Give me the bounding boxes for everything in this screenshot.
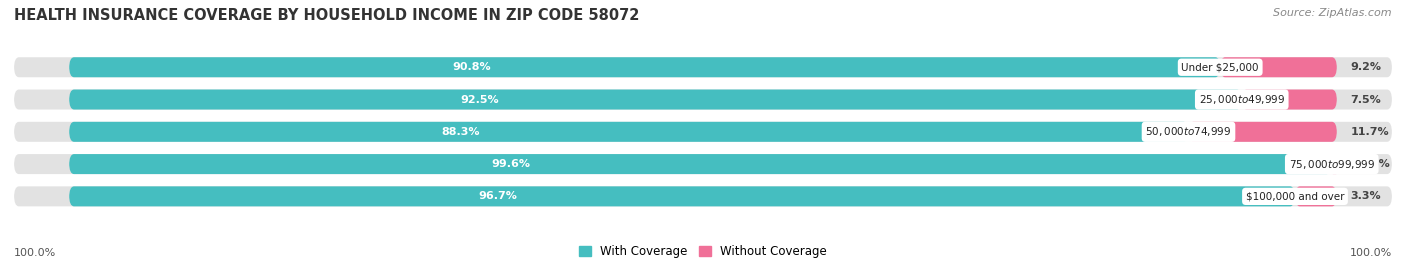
Text: $25,000 to $49,999: $25,000 to $49,999 <box>1198 93 1285 106</box>
Text: 3.3%: 3.3% <box>1351 191 1381 201</box>
Text: 7.5%: 7.5% <box>1351 94 1381 105</box>
Text: $50,000 to $74,999: $50,000 to $74,999 <box>1146 125 1232 138</box>
Text: $75,000 to $99,999: $75,000 to $99,999 <box>1288 158 1375 171</box>
Legend: With Coverage, Without Coverage: With Coverage, Without Coverage <box>574 241 832 263</box>
Text: 9.2%: 9.2% <box>1351 62 1382 72</box>
FancyBboxPatch shape <box>69 122 1188 142</box>
FancyBboxPatch shape <box>1331 154 1337 174</box>
FancyBboxPatch shape <box>1295 186 1337 206</box>
FancyBboxPatch shape <box>1220 57 1337 77</box>
Text: 100.0%: 100.0% <box>1350 248 1392 258</box>
FancyBboxPatch shape <box>14 90 1392 109</box>
Text: 90.8%: 90.8% <box>453 62 491 72</box>
Text: 96.7%: 96.7% <box>479 191 517 201</box>
Text: 88.3%: 88.3% <box>441 127 481 137</box>
FancyBboxPatch shape <box>69 90 1241 109</box>
Text: HEALTH INSURANCE COVERAGE BY HOUSEHOLD INCOME IN ZIP CODE 58072: HEALTH INSURANCE COVERAGE BY HOUSEHOLD I… <box>14 8 640 23</box>
FancyBboxPatch shape <box>14 154 1392 174</box>
Text: Under $25,000: Under $25,000 <box>1181 62 1258 72</box>
FancyBboxPatch shape <box>14 122 1392 142</box>
Text: 100.0%: 100.0% <box>14 248 56 258</box>
Text: 0.44%: 0.44% <box>1351 159 1391 169</box>
Text: 99.6%: 99.6% <box>492 159 530 169</box>
FancyBboxPatch shape <box>69 186 1295 206</box>
Text: Source: ZipAtlas.com: Source: ZipAtlas.com <box>1274 8 1392 18</box>
FancyBboxPatch shape <box>14 57 1392 77</box>
FancyBboxPatch shape <box>14 186 1392 206</box>
FancyBboxPatch shape <box>69 154 1331 174</box>
FancyBboxPatch shape <box>1188 122 1337 142</box>
FancyBboxPatch shape <box>1241 90 1337 109</box>
Text: 11.7%: 11.7% <box>1351 127 1389 137</box>
Text: $100,000 and over: $100,000 and over <box>1246 191 1344 201</box>
FancyBboxPatch shape <box>69 57 1220 77</box>
Text: 92.5%: 92.5% <box>460 94 499 105</box>
